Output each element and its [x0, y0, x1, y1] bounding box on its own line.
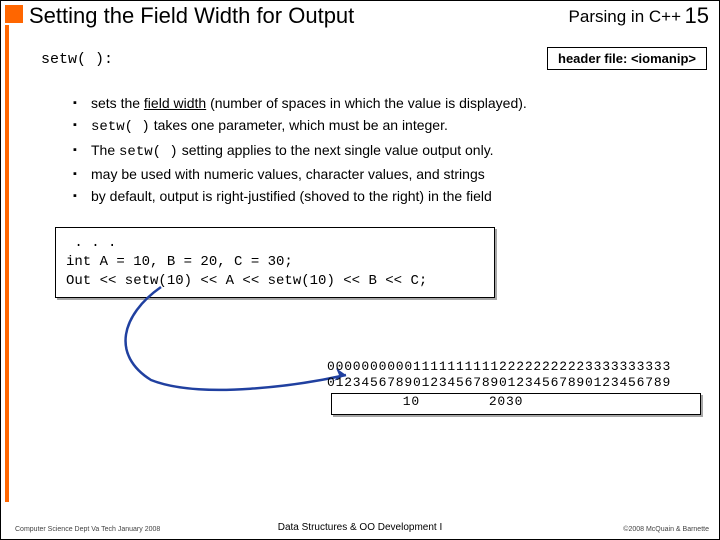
- list-item: The setw( ) setting applies to the next …: [91, 140, 691, 162]
- header-file-box: header file: <iomanip>: [547, 47, 707, 70]
- arrow-annotation: [101, 285, 361, 405]
- ruler-row: 0000000000111111111122222222223333333333: [327, 359, 671, 375]
- subtitle: setw( ):: [41, 51, 113, 68]
- accent-square: [5, 5, 23, 23]
- code-example: . . . int A = 10, B = 20, C = 30; Out <<…: [55, 227, 495, 298]
- list-item: by default, output is right-justified (s…: [91, 186, 691, 206]
- page-number: 15: [685, 3, 709, 29]
- bullet-list: sets the field width (number of spaces i…: [91, 93, 691, 208]
- accent-stripe: [5, 25, 9, 502]
- slide-title: Setting the Field Width for Output: [29, 3, 354, 29]
- list-item: may be used with numeric values, charact…: [91, 164, 691, 184]
- list-item: sets the field width (number of spaces i…: [91, 93, 691, 113]
- footer-right: ©2008 McQuain & Barnette: [623, 526, 709, 533]
- column-ruler: 0000000000111111111122222222223333333333…: [327, 359, 671, 392]
- footer-center: Data Structures & OO Development I: [1, 522, 719, 533]
- chapter-label: Parsing in C++: [569, 7, 681, 27]
- output-box: 10 2030: [331, 393, 701, 415]
- ruler-row: 0123456789012345678901234567890123456789: [327, 375, 671, 391]
- list-item: setw( ) takes one parameter, which must …: [91, 115, 691, 137]
